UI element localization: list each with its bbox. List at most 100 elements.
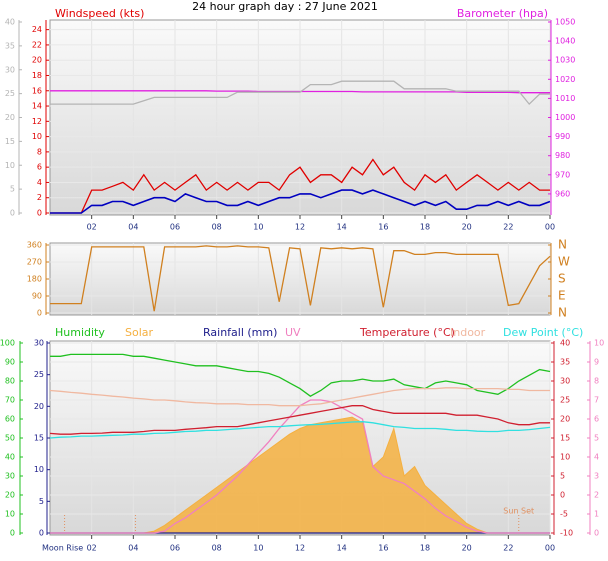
y-tick-label: 990 — [555, 132, 570, 141]
line — [50, 80, 550, 106]
y-tick-label: N — [558, 238, 567, 252]
y-tick-label: 40 — [5, 18, 15, 27]
y-tick-label: 10 — [34, 465, 44, 474]
y-tick-label: 20 — [560, 415, 570, 424]
y-tick-label: 1030 — [555, 56, 575, 65]
x-tick-label: 12 — [295, 223, 305, 232]
y-tick-label: 180 — [27, 275, 42, 284]
legend-label: Rainfall (mm) — [203, 326, 277, 339]
y-tick-label: 9 — [594, 358, 599, 367]
legend-label: Windspeed (kts) — [55, 7, 144, 20]
y-tick-label: 0 — [39, 529, 44, 538]
y-tick-label: 70 — [5, 396, 15, 405]
y-tick-label: 35 — [560, 358, 570, 367]
legend-label: Dew Point (°C) — [503, 326, 583, 339]
x-tick-label: 04 — [128, 544, 138, 553]
x-tick-label: 06 — [170, 223, 180, 232]
y-tick-label: 10 — [560, 453, 570, 462]
y-tick-label: 2 — [594, 491, 599, 500]
y-tick-label: 1020 — [555, 75, 575, 84]
y-tick-label: 80 — [5, 377, 15, 386]
y-tick-label: 50 — [5, 434, 15, 443]
y-tick-label: 4 — [37, 178, 42, 187]
line — [50, 158, 550, 214]
y-tick-label: -5 — [560, 510, 568, 519]
y-tick-label: 30 — [5, 472, 15, 481]
line — [49, 421, 551, 439]
y-tick-label: 100 — [0, 339, 15, 348]
x-tick-label: 18 — [420, 544, 430, 553]
y-tick-label: W — [558, 255, 570, 269]
y-tick-label: 1050 — [555, 18, 575, 27]
y-tick-label: 24 — [32, 25, 42, 34]
y-tick-label: 12 — [32, 117, 42, 126]
y-tick-label: 5 — [39, 497, 44, 506]
x-tick-label: 14 — [337, 544, 347, 553]
annotation-label: Sun Set — [503, 507, 534, 516]
line — [49, 387, 550, 407]
y-tick-label: 5 — [10, 185, 15, 194]
line — [50, 189, 551, 214]
annotation-label: Moon Rise — [42, 544, 83, 553]
y-tick-label: 360 — [27, 241, 42, 250]
y-tick-label: 35 — [5, 41, 15, 50]
x-tick-label: 16 — [378, 223, 388, 232]
y-tick-label: 20 — [34, 402, 44, 411]
y-tick-label: 90 — [32, 292, 42, 301]
y-tick-label: 960 — [555, 189, 570, 198]
y-tick-label: 1 — [594, 510, 599, 519]
x-tick-label: 22 — [503, 223, 513, 232]
y-tick-label: 40 — [560, 339, 570, 348]
y-tick-label: 8 — [594, 377, 599, 386]
y-tick-label: 0 — [37, 209, 42, 218]
y-tick-label: 8 — [37, 147, 42, 156]
y-tick-label: 15 — [560, 434, 570, 443]
x-tick-label: 20 — [462, 223, 472, 232]
y-tick-label: 5 — [594, 434, 599, 443]
line — [50, 245, 551, 312]
x-tick-label: 12 — [295, 544, 305, 553]
y-tick-label: 15 — [34, 434, 44, 443]
y-tick-label: 10 — [5, 510, 15, 519]
y-tick-label: 16 — [32, 86, 42, 95]
x-tick-label: 20 — [462, 544, 472, 553]
y-tick-label: 15 — [5, 137, 15, 146]
y-tick-label: S — [558, 272, 566, 286]
y-tick-label: 3 — [594, 472, 599, 481]
y-tick-label: 6 — [594, 415, 599, 424]
y-tick-label: 10 — [594, 339, 604, 348]
x-tick-label: 00 — [545, 223, 555, 232]
y-tick-label: 20 — [5, 491, 15, 500]
y-tick-label: 25 — [560, 396, 570, 405]
x-tick-label: 14 — [337, 223, 347, 232]
y-tick-label: 90 — [5, 358, 15, 367]
chart-title: 24 hour graph day : 27 June 2021 — [192, 0, 378, 13]
y-tick-label: 30 — [34, 339, 44, 348]
y-tick-label: 0 — [594, 529, 599, 538]
y-tick-label: 60 — [5, 415, 15, 424]
line — [49, 405, 550, 435]
y-tick-label: 25 — [34, 370, 44, 379]
y-tick-label: -10 — [560, 529, 573, 538]
y-tick-label: 1040 — [555, 37, 575, 46]
y-tick-label: 20 — [5, 113, 15, 122]
x-tick-label: 02 — [87, 223, 97, 232]
x-tick-label: 18 — [420, 223, 430, 232]
y-tick-label: 0 — [10, 529, 15, 538]
x-tick-label: 08 — [212, 544, 222, 553]
y-tick-label: E — [558, 289, 566, 303]
y-tick-label: 22 — [32, 40, 42, 49]
y-tick-label: N — [558, 306, 567, 320]
x-tick-label: 10 — [253, 544, 263, 553]
y-tick-label: 14 — [32, 102, 42, 111]
x-tick-label: 06 — [170, 544, 180, 553]
y-tick-label: 2 — [37, 193, 42, 202]
y-tick-label: 0 — [37, 309, 42, 318]
legend-label: UV — [285, 326, 301, 339]
y-tick-label: 0 — [560, 491, 565, 500]
legend-label: Temperature (°C) — [359, 326, 455, 339]
y-tick-label: 0 — [10, 209, 15, 218]
legend-label: Barometer (hpa) — [457, 7, 548, 20]
y-tick-label: 270 — [27, 258, 42, 267]
